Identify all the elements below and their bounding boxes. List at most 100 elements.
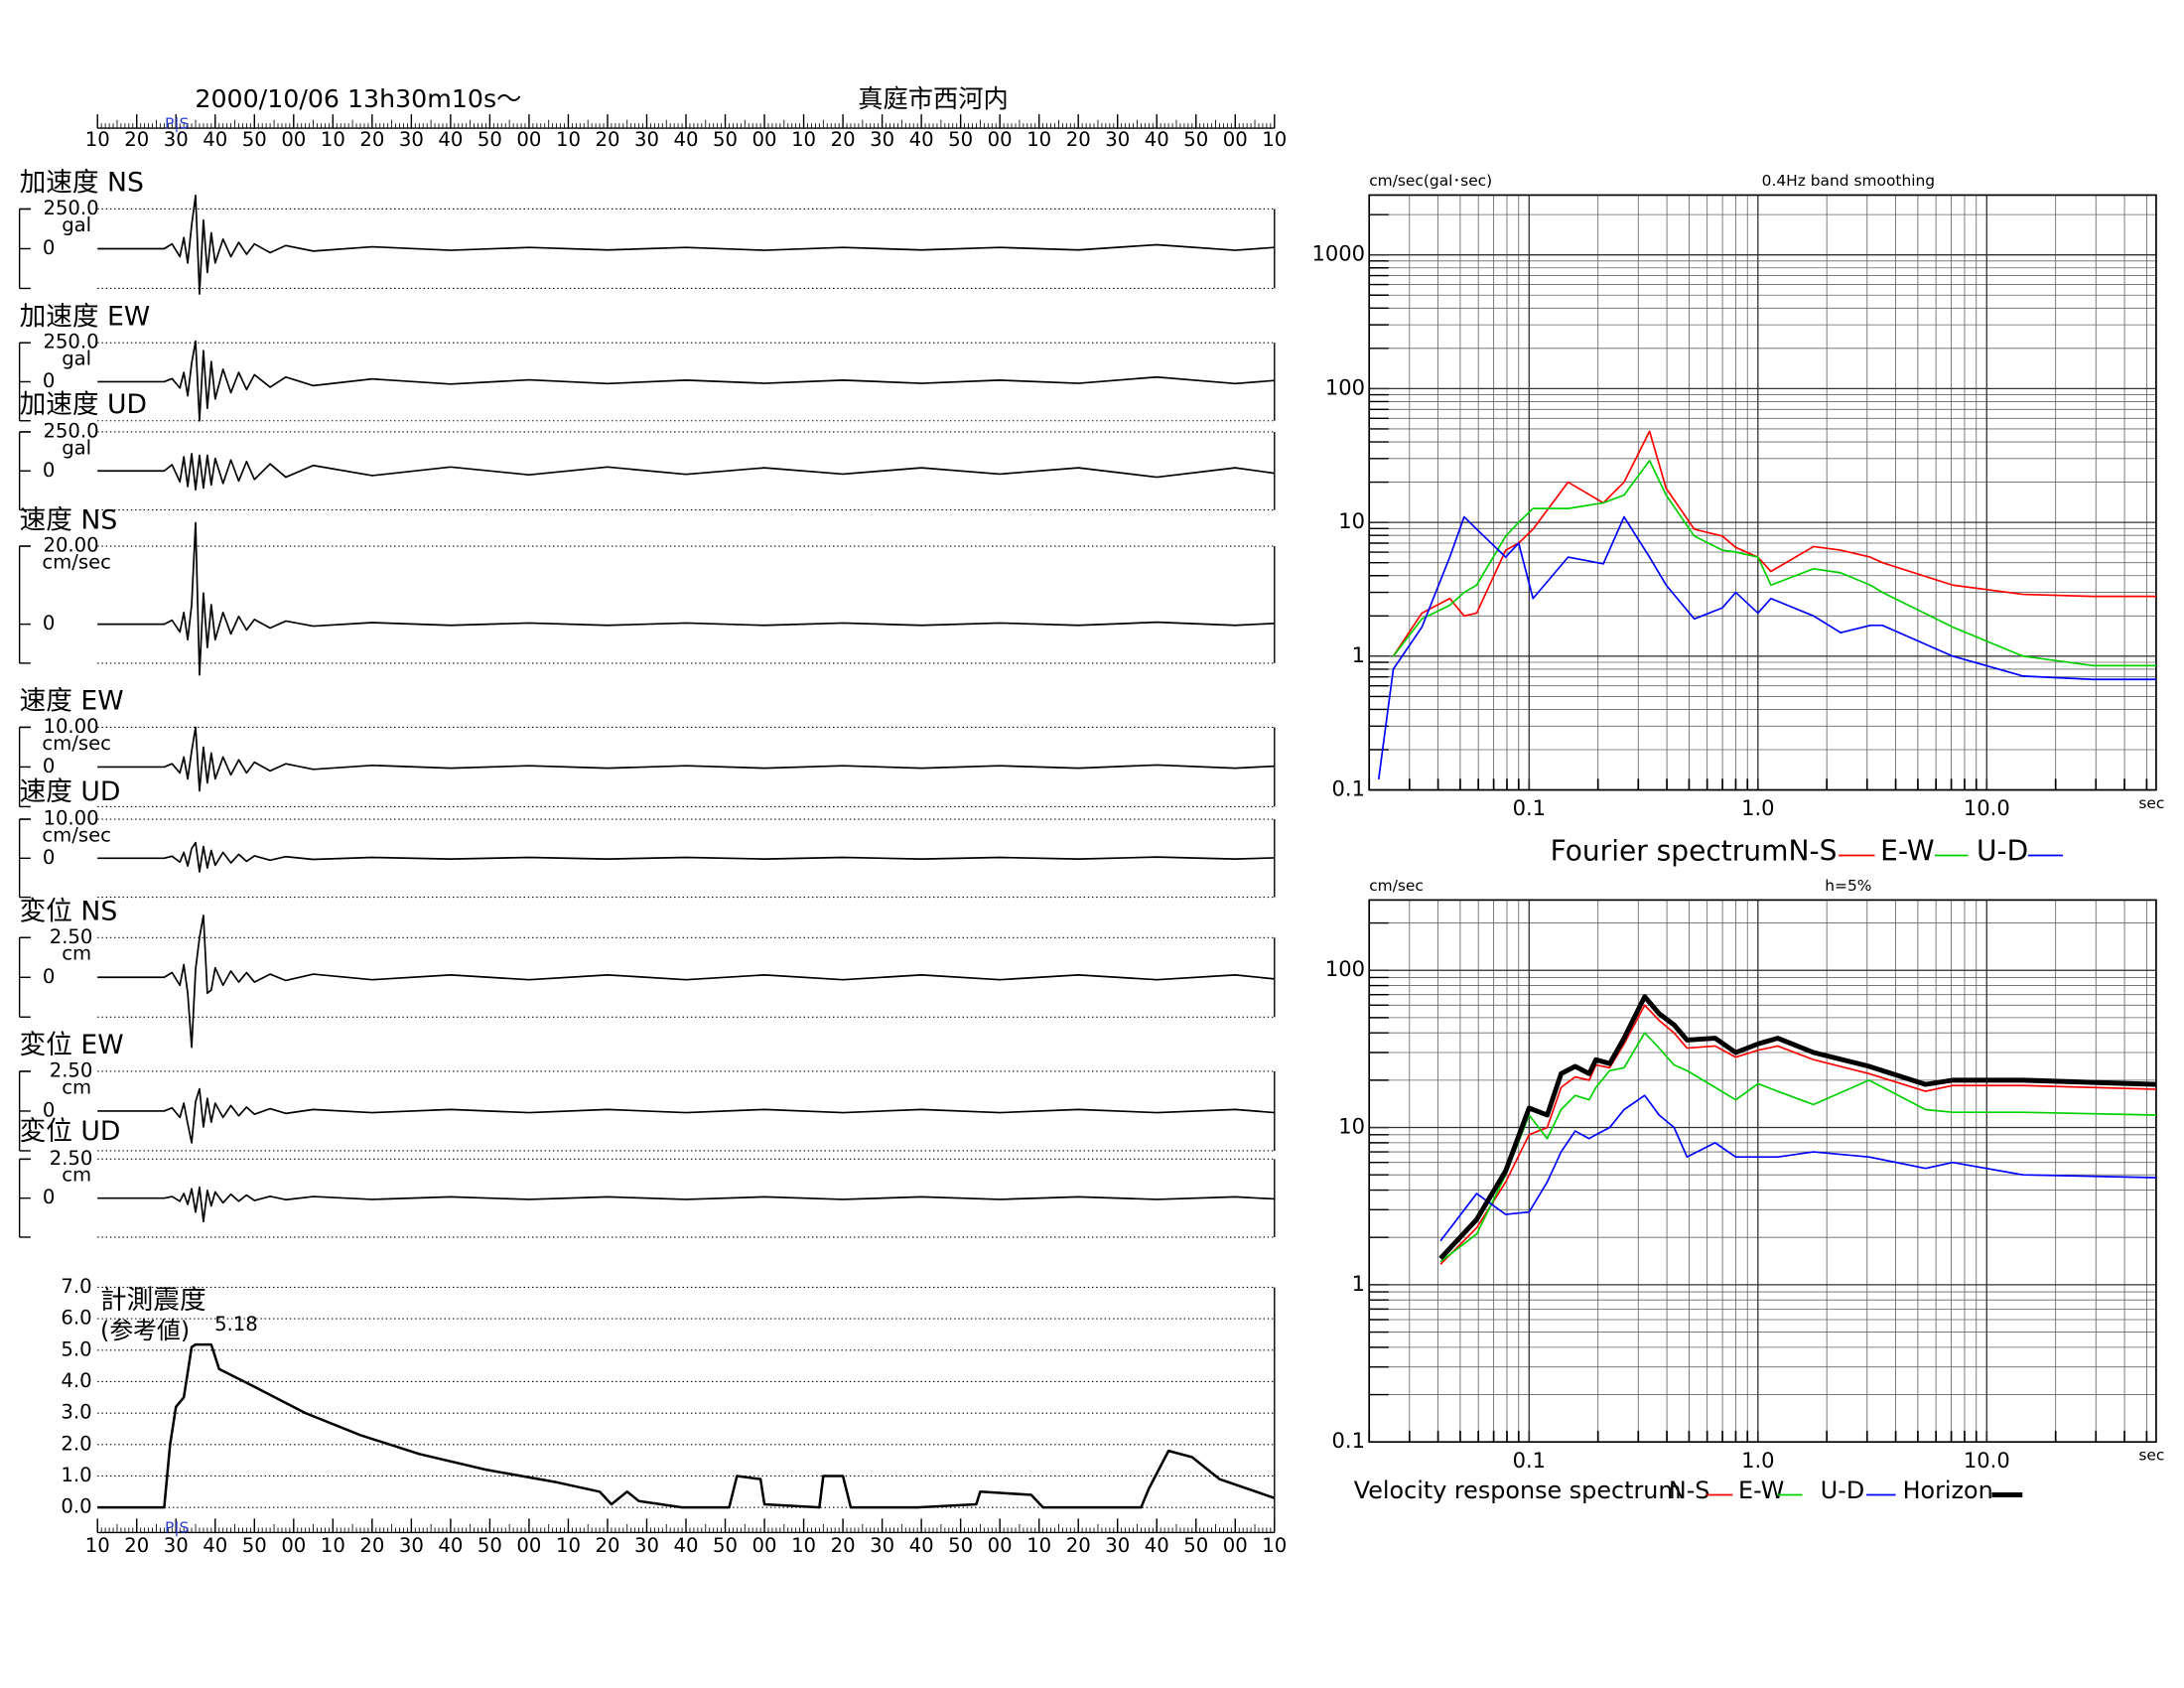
x-tick-label: 20 <box>359 128 384 151</box>
spectrum-line <box>1439 1004 2156 1265</box>
waveform <box>97 1186 1275 1223</box>
unit-label: gal <box>62 213 91 236</box>
x-tick-label: 50 <box>478 1534 502 1557</box>
unit-label: gal <box>62 436 91 459</box>
x-tick-label: 50 <box>242 1534 267 1557</box>
x-tick-label: 00 <box>281 128 306 151</box>
y-tick-label: 2.50 <box>50 925 93 948</box>
peak-annotation: 5.18 <box>214 1313 258 1336</box>
y-tick-label: 1 <box>1352 1271 1365 1296</box>
waveform <box>97 726 1275 792</box>
legend-label: U-D <box>1977 835 2028 868</box>
x-tick-label: 40 <box>438 1534 463 1557</box>
x-tick-label: 30 <box>164 1534 189 1557</box>
x-tick-label: 30 <box>1105 1534 1130 1557</box>
y-tick-label: 1000 <box>1311 241 1365 266</box>
y-tick-label: 100 <box>1325 374 1365 399</box>
x-tick-label: 1.0 <box>1741 1448 1774 1473</box>
y-axis-label: cm/sec(gal･sec) <box>1369 172 1492 190</box>
y-tick-label: 10.00 <box>43 807 98 830</box>
y-tick-label: 7.0 <box>61 1275 91 1298</box>
x-tick-label: 30 <box>634 1534 659 1557</box>
x-tick-label: 30 <box>870 128 894 151</box>
y-tick-label: 250.0 <box>43 331 98 353</box>
legend-label: E-W <box>1880 835 1934 868</box>
x-tick-label: 0.1 <box>1513 795 1546 820</box>
spectrum-line <box>1439 1094 2156 1242</box>
unit-label: cm/sec <box>42 550 111 573</box>
chart-title: h=5% <box>1825 877 1871 895</box>
x-tick-label: 50 <box>948 1534 973 1557</box>
unit-label: gal <box>62 348 91 370</box>
trace-title: 速度 UD <box>20 776 121 807</box>
y-tick-label: 2.0 <box>61 1432 91 1455</box>
y-tick-label: 250.0 <box>43 419 98 442</box>
x-tick-label: 0.1 <box>1513 1448 1546 1473</box>
y-axis-label: cm/sec <box>1369 877 1424 895</box>
x-tick-label: 10 <box>1026 1534 1051 1557</box>
x-tick-label: 10 <box>791 1534 816 1557</box>
x-tick-label: 10.0 <box>1964 1448 2010 1473</box>
x-tick-label: 40 <box>674 1534 699 1557</box>
y-tick-label: 1.0 <box>61 1464 91 1486</box>
x-tick-label: 40 <box>909 128 934 151</box>
x-tick-label: 20 <box>595 1534 619 1557</box>
trace-title: 速度 EW <box>20 686 124 717</box>
y-tick-label: 0 <box>43 846 55 869</box>
x-tick-label: 40 <box>1145 1534 1169 1557</box>
x-tick-label: 00 <box>1223 1534 1248 1557</box>
x-tick-label: 30 <box>634 128 659 151</box>
trace-title: 加速度 UD <box>20 389 147 420</box>
x-tick-label: 10.0 <box>1964 795 2010 820</box>
x-tick-label: 50 <box>713 128 738 151</box>
trace-title: 変位 EW <box>20 1030 124 1060</box>
x-tick-label: 10 <box>321 128 345 151</box>
x-tick-label: 00 <box>988 1534 1013 1557</box>
x-tick-label: 10 <box>85 1534 110 1557</box>
waveform <box>97 841 1275 873</box>
x-tick-label: 10 <box>556 128 581 151</box>
y-tick-label: 2.50 <box>50 1147 93 1170</box>
spectrum-line <box>1438 994 2157 1261</box>
unit-label: cm/sec <box>42 823 111 846</box>
legend-label: N-S <box>1789 835 1838 868</box>
legend-label: Horizon <box>1903 1477 1993 1504</box>
x-tick-label: 20 <box>359 1534 384 1557</box>
x-tick-label: 40 <box>909 1534 934 1557</box>
intensity-line <box>97 1342 1276 1509</box>
x-tick-label: 00 <box>988 128 1013 151</box>
waveform <box>97 521 1275 676</box>
unit-label: cm <box>62 1075 91 1098</box>
y-tick-label: 2.50 <box>50 1058 93 1081</box>
y-tick-label: 1 <box>1352 642 1365 667</box>
x-tick-label: 20 <box>124 1534 149 1557</box>
y-tick-label: 4.0 <box>61 1369 91 1392</box>
spectrum-line <box>1392 459 2156 667</box>
legend-label: N-S <box>1669 1477 1710 1504</box>
x-tick-label: 20 <box>831 128 856 151</box>
x-tick-label: 40 <box>203 128 227 151</box>
y-tick-label: 10 <box>1338 508 1365 533</box>
y-tick-label: 250.0 <box>43 197 98 219</box>
waveform <box>97 1087 1275 1144</box>
waveform <box>97 453 1275 491</box>
y-tick-label: 0 <box>43 236 55 259</box>
x-tick-label: 00 <box>752 128 777 151</box>
x-tick-label: 50 <box>1183 128 1208 151</box>
station: 真庭市西河内 <box>858 84 1008 113</box>
legend-label: U-D <box>1821 1477 1864 1504</box>
x-tick-label: 00 <box>1223 128 1248 151</box>
legend-title: Velocity response spectrum <box>1354 1477 1682 1504</box>
y-tick-label: 0 <box>43 612 55 634</box>
x-tick-label: 40 <box>1145 128 1169 151</box>
y-tick-label: 0 <box>43 965 55 988</box>
y-tick-label: 5.0 <box>61 1337 91 1360</box>
x-tick-label: 00 <box>516 128 541 151</box>
y-tick-label: 10.00 <box>43 715 98 738</box>
x-tick-label: 50 <box>478 128 502 151</box>
phase-marker: P|S <box>165 114 189 132</box>
spectrum-line <box>1392 430 2156 657</box>
x-tick-label: 50 <box>948 128 973 151</box>
x-tick-label: 00 <box>281 1534 306 1557</box>
